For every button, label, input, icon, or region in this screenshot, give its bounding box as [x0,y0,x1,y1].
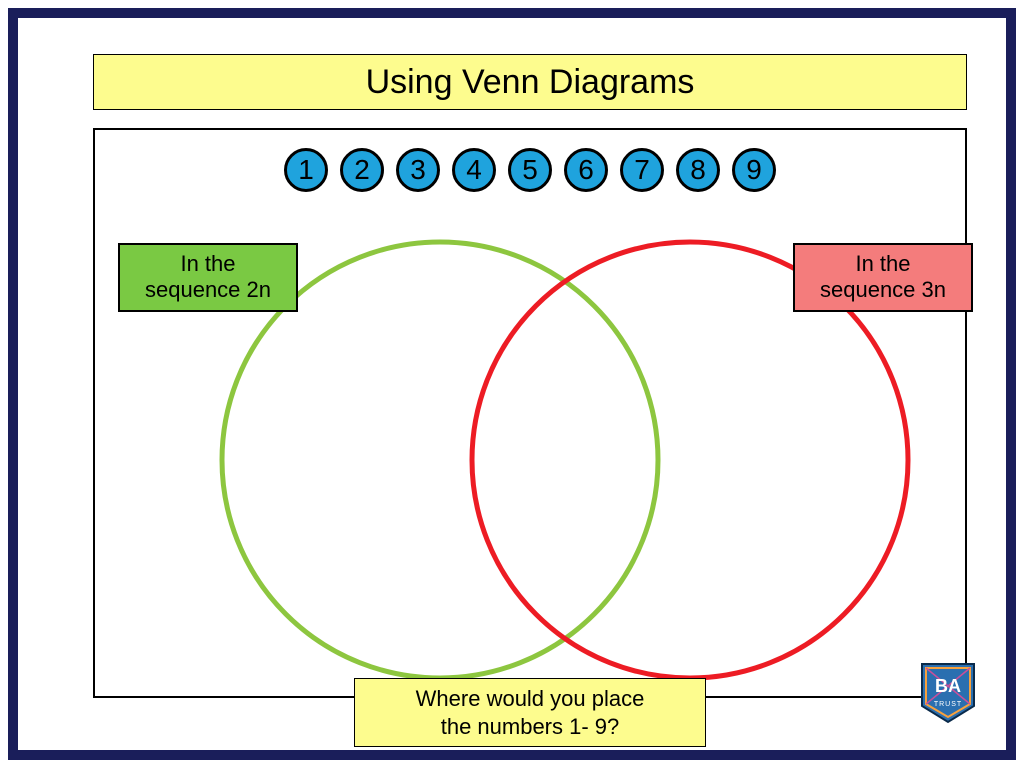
question-line1: Where would you place [416,686,645,711]
venn-diagram [95,130,969,700]
logo-text-top: BA [935,676,961,696]
diagram-container: 123456789 [93,128,967,698]
logo-badge: BA TRUST [920,662,976,724]
question-line2: the numbers 1- 9? [441,714,620,739]
label-right-line2: sequence 3n [820,277,946,302]
label-right-line1: In the [855,251,910,276]
label-left-line2: sequence 2n [145,277,271,302]
question-box: Where would you place the numbers 1- 9? [354,678,706,747]
slide-frame: Using Venn Diagrams 123456789 In the seq… [8,8,1016,760]
title-text: Using Venn Diagrams [366,63,695,102]
label-right-box: In the sequence 3n [793,243,973,312]
label-left-box: In the sequence 2n [118,243,298,312]
logo-text-bottom: TRUST [934,701,962,708]
label-left-line1: In the [180,251,235,276]
title-bar: Using Venn Diagrams [93,54,967,110]
